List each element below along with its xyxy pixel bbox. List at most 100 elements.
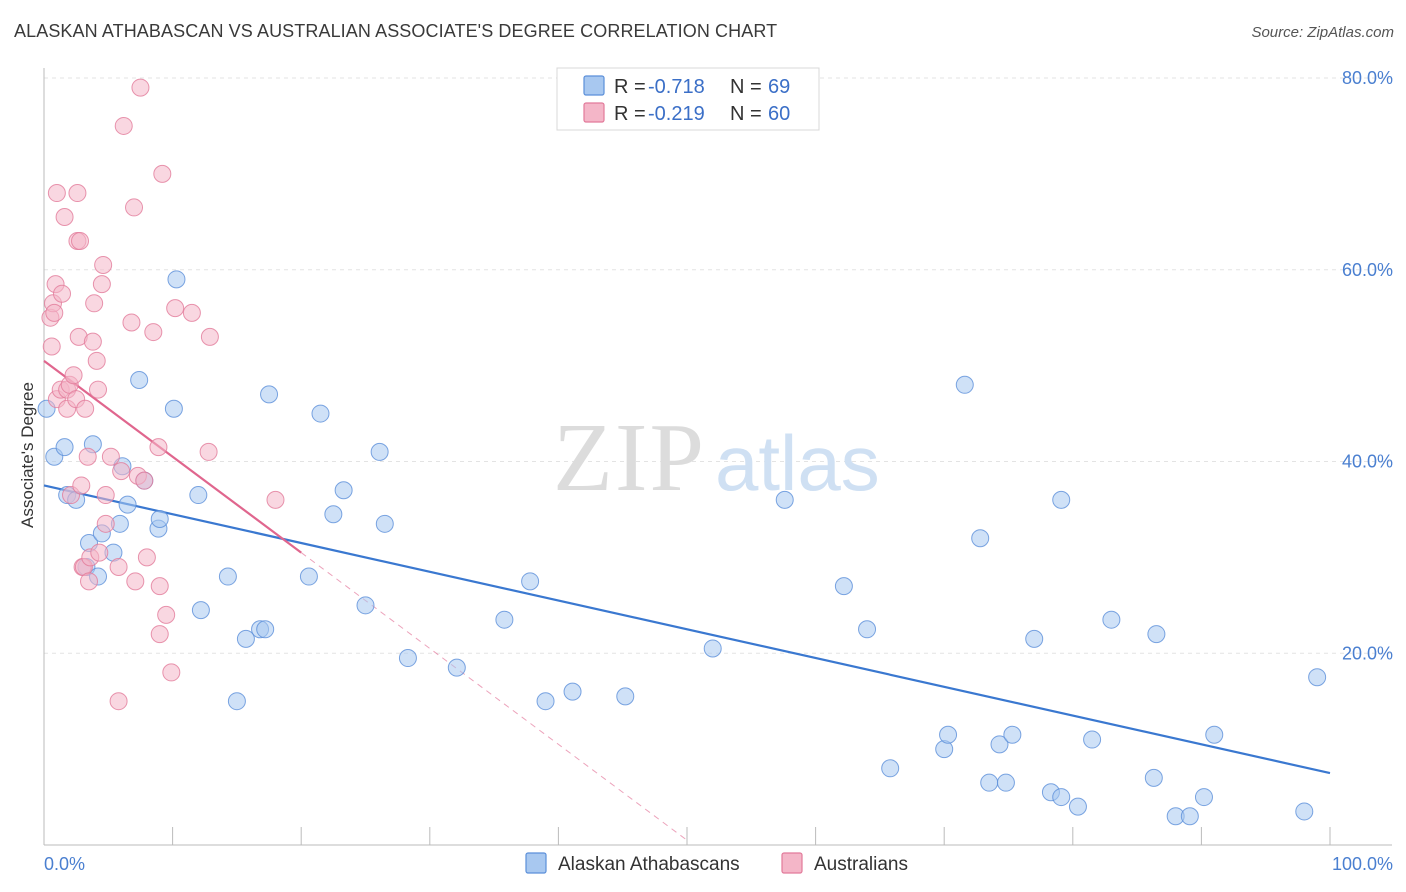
australian-point[interactable] (131, 78, 150, 97)
athabascan-point[interactable] (1205, 725, 1224, 744)
athabascan-point[interactable] (703, 639, 722, 658)
athabascan-point[interactable] (324, 505, 343, 524)
athabascan-point[interactable] (521, 572, 540, 591)
australian-point[interactable] (42, 337, 61, 356)
athabascan-point[interactable] (1144, 768, 1163, 787)
athabascan-point[interactable] (227, 692, 246, 711)
athabascan-point[interactable] (130, 371, 149, 390)
australian-point[interactable] (72, 476, 91, 495)
athabascan-point[interactable] (191, 601, 210, 620)
australian-point[interactable] (64, 366, 83, 385)
athabascan-point[interactable] (1308, 668, 1327, 687)
athabascan-point[interactable] (150, 510, 169, 529)
australian-point[interactable] (126, 572, 145, 591)
athabascan-point[interactable] (375, 514, 394, 533)
australian-point[interactable] (182, 303, 201, 322)
australian-point[interactable] (150, 625, 169, 644)
australian-point[interactable] (53, 284, 72, 303)
athabascan-point[interactable] (118, 495, 137, 514)
athabascan-point[interactable] (370, 442, 389, 461)
australian-point[interactable] (266, 490, 285, 509)
athabascan-point[interactable] (256, 620, 275, 639)
australian-point[interactable] (96, 486, 115, 505)
australian-point[interactable] (78, 447, 97, 466)
athabascan-point[interactable] (536, 692, 555, 711)
athabascan-point[interactable] (447, 658, 466, 677)
athabascan-point[interactable] (858, 620, 877, 639)
australian-point[interactable] (71, 231, 90, 250)
australian-point[interactable] (122, 313, 141, 332)
australian-point[interactable] (109, 692, 128, 711)
athabascan-point[interactable] (563, 682, 582, 701)
australian-point[interactable] (162, 663, 181, 682)
athabascan-point[interactable] (881, 759, 900, 778)
australian-point[interactable] (83, 332, 102, 351)
australian-point[interactable] (157, 605, 176, 624)
australian-point[interactable] (68, 184, 87, 203)
australian-point[interactable] (47, 184, 66, 203)
athabascan-point[interactable] (356, 596, 375, 615)
y-axis-title: Associate's Degree (18, 382, 37, 528)
trend-line-1 (43, 484, 1331, 775)
australian-point[interactable] (114, 116, 133, 135)
athabascan-point[interactable] (218, 567, 237, 586)
australian-point[interactable] (199, 442, 218, 461)
australian-point[interactable] (55, 208, 74, 227)
australian-point[interactable] (76, 399, 95, 418)
athabascan-point[interactable] (990, 735, 1009, 754)
athabascan-point[interactable] (1052, 490, 1071, 509)
australian-point[interactable] (90, 543, 109, 562)
athabascan-point[interactable] (311, 404, 330, 423)
athabascan-point[interactable] (775, 490, 794, 509)
gridlines (44, 77, 1392, 654)
athabascan-point[interactable] (55, 438, 74, 457)
athabascan-point[interactable] (1003, 725, 1022, 744)
athabascan-point[interactable] (398, 649, 417, 668)
athabascan-point[interactable] (495, 610, 514, 629)
athabascan-point[interactable] (971, 529, 990, 548)
australian-point[interactable] (101, 447, 120, 466)
australian-point[interactable] (137, 548, 156, 567)
athabascan-point[interactable] (980, 773, 999, 792)
australian-point[interactable] (92, 275, 111, 294)
australian-point[interactable] (94, 255, 113, 274)
australian-point[interactable] (96, 514, 115, 533)
athabascan-point[interactable] (236, 629, 255, 648)
australian-point[interactable] (85, 294, 104, 313)
australian-point[interactable] (87, 351, 106, 370)
australian-point[interactable] (109, 557, 128, 576)
athabascan-point[interactable] (260, 385, 279, 404)
athabascan-point[interactable] (1194, 788, 1213, 807)
australian-point[interactable] (200, 327, 219, 346)
athabascan-point[interactable] (1102, 610, 1121, 629)
australian-point[interactable] (45, 303, 64, 322)
australian-point[interactable] (112, 462, 131, 481)
athabascan-point[interactable] (1083, 730, 1102, 749)
athabascan-point[interactable] (955, 375, 974, 394)
australian-point[interactable] (89, 380, 108, 399)
athabascan-point[interactable] (1147, 625, 1166, 644)
athabascan-point[interactable] (1025, 629, 1044, 648)
athabascan-point[interactable] (299, 567, 318, 586)
athabascan-point[interactable] (616, 687, 635, 706)
australian-point[interactable] (80, 572, 99, 591)
australian-point[interactable] (150, 577, 169, 596)
australian-point[interactable] (125, 198, 144, 217)
athabascan-point[interactable] (167, 270, 186, 289)
australian-point[interactable] (153, 164, 172, 183)
australian-point[interactable] (135, 471, 154, 490)
athabascan-point[interactable] (164, 399, 183, 418)
athabascan-point[interactable] (939, 725, 958, 744)
athabascan-point[interactable] (334, 481, 353, 500)
australian-point[interactable] (149, 438, 168, 457)
athabascan-point[interactable] (1052, 788, 1071, 807)
athabascan-point[interactable] (1068, 797, 1087, 816)
athabascan-point[interactable] (189, 486, 208, 505)
athabascan-point[interactable] (1295, 802, 1314, 821)
australian-point[interactable] (166, 299, 185, 318)
athabascan-point[interactable] (834, 577, 853, 596)
legend: R = -0.718 N = 69 R = -0.219 N = 60 (556, 67, 820, 131)
athabascan-point[interactable] (1180, 807, 1199, 826)
athabascan-point[interactable] (996, 773, 1015, 792)
australian-point[interactable] (144, 323, 163, 342)
